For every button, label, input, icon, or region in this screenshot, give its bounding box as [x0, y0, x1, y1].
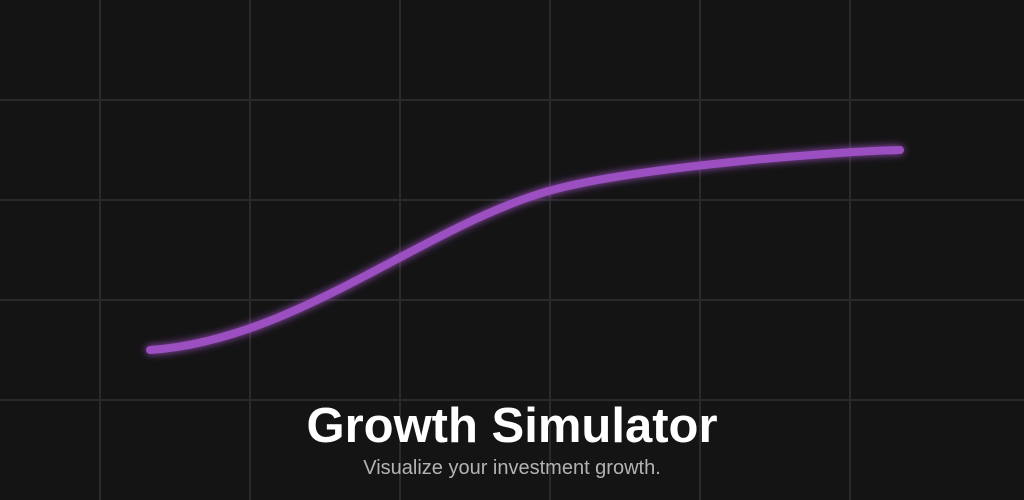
growth-curve [146, 146, 904, 354]
page-title: Growth Simulator [306, 399, 718, 453]
page-subtitle: Visualize your investment growth. [363, 457, 661, 479]
